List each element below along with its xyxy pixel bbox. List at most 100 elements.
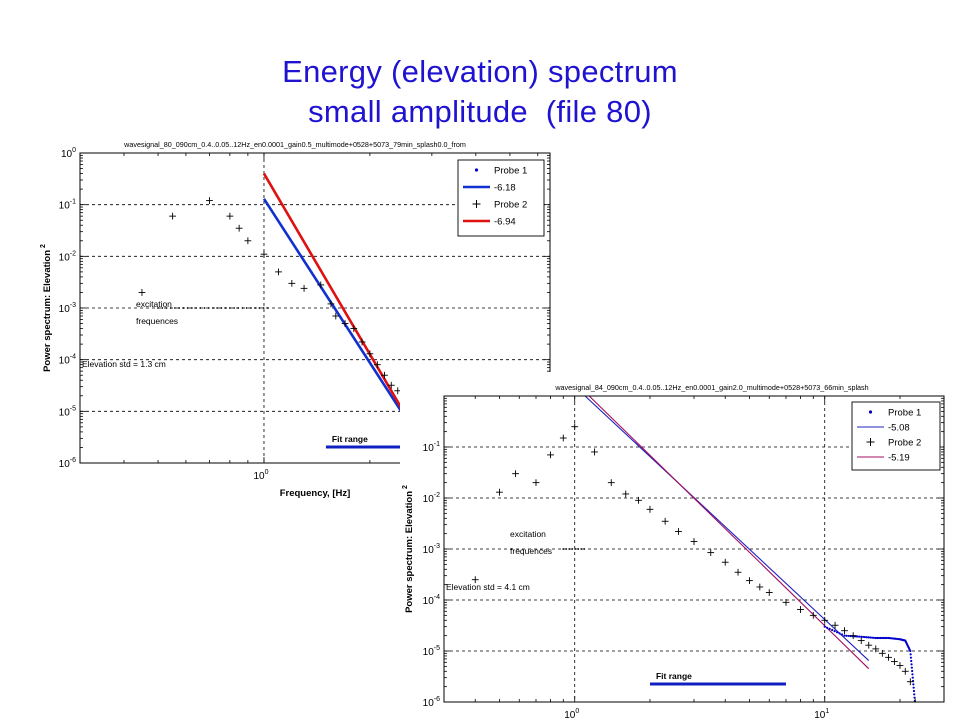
elevation-std-label: Elevation std = 4.1 cm bbox=[446, 582, 530, 592]
y-tick-base: 10 bbox=[61, 149, 73, 160]
excitation-dot bbox=[228, 307, 231, 309]
probe2-point bbox=[661, 517, 669, 525]
y-tick-label: 10-6 bbox=[59, 457, 76, 470]
probe2-point bbox=[607, 479, 615, 487]
y-tick-label: 10-6 bbox=[423, 696, 440, 709]
legend: Probe 1 -6.18 Probe 2 -6.94 bbox=[457, 159, 545, 237]
probe2-point bbox=[366, 350, 374, 358]
excitation-dot bbox=[254, 307, 257, 309]
probe2-point bbox=[849, 632, 857, 640]
legend-label: Probe 2 bbox=[494, 200, 527, 211]
probe2-point bbox=[381, 371, 388, 379]
probe2-point bbox=[911, 698, 919, 702]
excitation-dot bbox=[203, 307, 206, 309]
y-tick-base: 10 bbox=[59, 201, 71, 212]
legend-swatch-probe1 bbox=[474, 168, 479, 172]
y-tick-base: 10 bbox=[423, 596, 435, 607]
probe2-point bbox=[721, 558, 729, 566]
y-tick-base: 10 bbox=[423, 545, 435, 556]
probe1-point bbox=[912, 689, 916, 693]
probe2-point bbox=[288, 279, 296, 287]
probe1-point bbox=[877, 636, 881, 640]
probe2-point bbox=[512, 470, 519, 478]
probe2-point bbox=[896, 662, 904, 669]
probe2-point bbox=[169, 212, 177, 220]
probe1-point bbox=[863, 635, 866, 639]
probe1-point bbox=[860, 635, 863, 638]
probe2-point bbox=[138, 289, 146, 296]
probe2-point bbox=[275, 268, 282, 276]
y-tick-label: 10-2 bbox=[59, 250, 76, 263]
excitation-dot bbox=[216, 307, 219, 309]
probe2-point bbox=[327, 300, 335, 308]
probe2-point bbox=[675, 528, 682, 535]
y-tick-exp: -4 bbox=[434, 594, 440, 601]
y-tick-label: 10-2 bbox=[423, 492, 440, 505]
y-tick-exp: -5 bbox=[434, 645, 440, 652]
probe1-point bbox=[843, 634, 846, 637]
probe2-point bbox=[841, 627, 848, 635]
plot-title: wavesignal_80_090cm_0.4..0.05..12Hz_en0.… bbox=[123, 140, 466, 149]
probe1-point bbox=[909, 653, 912, 656]
x-tick-exp: 0 bbox=[265, 469, 269, 476]
elevation-std-label: Elevation std = 1.3 cm bbox=[82, 359, 166, 369]
axes-box bbox=[79, 152, 551, 464]
y-tick-exp: -2 bbox=[70, 250, 76, 257]
probe1-point bbox=[838, 632, 841, 635]
probe2-point bbox=[559, 434, 567, 442]
probe1-point bbox=[835, 631, 839, 634]
y-tick-label: 10-5 bbox=[423, 645, 440, 658]
probe2-point bbox=[765, 589, 773, 596]
spectrum-figure-80: wavesignal_80_090cm_0.4..0.05..12Hz_en0.… bbox=[40, 135, 560, 510]
y-axis-label-sup: 2 bbox=[40, 244, 47, 248]
probe1-point bbox=[882, 636, 885, 640]
slide-title: Energy (elevation) spectrum small amplit… bbox=[0, 52, 960, 132]
y-tick-base: 10 bbox=[423, 647, 435, 658]
excitation-dot bbox=[212, 307, 214, 309]
axes-box bbox=[443, 395, 945, 703]
probe2-point bbox=[872, 645, 880, 653]
probe2-point bbox=[782, 598, 790, 606]
probe2-point bbox=[244, 237, 252, 245]
legend-box bbox=[851, 401, 941, 471]
probe2-point bbox=[707, 549, 715, 556]
probe1-point bbox=[879, 636, 882, 640]
x-tick-base: 10 bbox=[253, 471, 265, 482]
probe2-point bbox=[746, 577, 753, 585]
probe2-point bbox=[571, 423, 579, 431]
y-tick-label: 10-3 bbox=[59, 302, 76, 315]
y-axis-label-sup: 2 bbox=[402, 485, 409, 489]
legend-swatch-probe1 bbox=[868, 410, 873, 414]
y-tick-base: 10 bbox=[59, 407, 71, 418]
excitation-dot bbox=[182, 307, 185, 309]
frequences-label: frequences bbox=[136, 316, 178, 326]
excitation-dot bbox=[233, 307, 235, 309]
y-tick-base: 10 bbox=[59, 304, 71, 315]
probe2-point bbox=[809, 611, 817, 619]
excitation-dot bbox=[245, 307, 248, 309]
y-tick-label: 10-1 bbox=[423, 441, 440, 454]
probe2-point bbox=[341, 320, 349, 327]
x-tick-label: 100 bbox=[564, 708, 579, 720]
probe2-point bbox=[865, 641, 873, 649]
y-tick-base: 10 bbox=[59, 356, 71, 367]
legend-label: Probe 1 bbox=[494, 166, 527, 177]
y-tick-exp: -4 bbox=[70, 354, 76, 361]
probe1-point bbox=[828, 627, 831, 631]
probe1-point bbox=[910, 666, 913, 669]
probe2-point bbox=[547, 451, 554, 459]
probe1-point bbox=[909, 656, 913, 659]
probe2-point bbox=[532, 479, 540, 487]
excitation-dot bbox=[574, 548, 577, 550]
y-tick-base: 10 bbox=[423, 698, 435, 709]
probe1-point bbox=[912, 683, 915, 686]
probe2-point bbox=[635, 496, 642, 504]
legend-box bbox=[457, 159, 545, 237]
probe2-point bbox=[206, 197, 213, 204]
spectrum-chart-84: wavesignal_84_090cm_0.4..0.05..12Hz_en0.… bbox=[402, 383, 945, 720]
excitation-dot bbox=[266, 307, 269, 309]
excitation-dot bbox=[190, 307, 193, 309]
probe1-point bbox=[858, 635, 861, 638]
probe2-point bbox=[734, 568, 742, 576]
probe2-point bbox=[373, 361, 381, 369]
